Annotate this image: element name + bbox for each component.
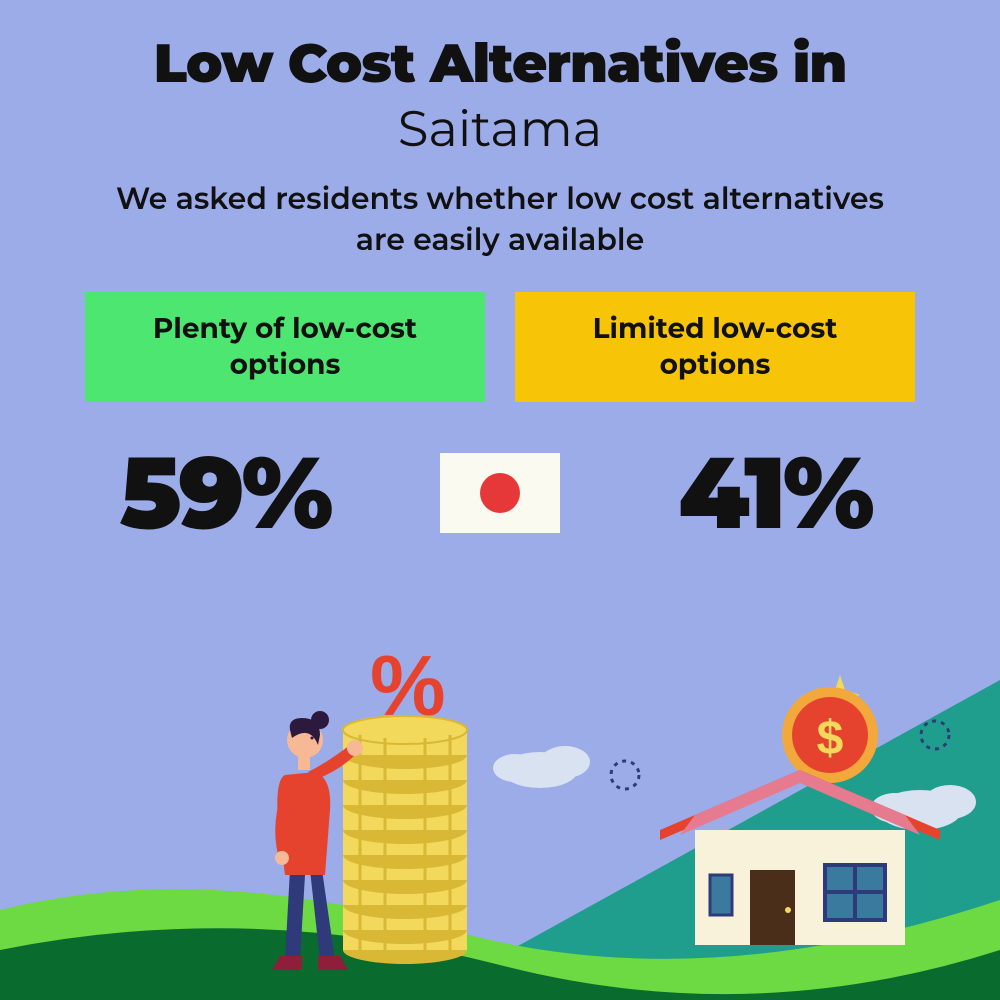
cloud-left [493, 746, 590, 788]
stat-right: 41% [600, 432, 950, 554]
stat-left: 59% [50, 432, 400, 554]
title-bold: Low Cost Alternatives in [0, 0, 1000, 96]
options-row: Plenty of low-cost options Limited low-c… [0, 292, 1000, 402]
svg-text:$: $ [817, 712, 844, 765]
option-plenty: Plenty of low-cost options [85, 292, 485, 402]
burst-icon [611, 761, 639, 789]
coin-stack-icon [343, 716, 467, 964]
option-limited: Limited low-cost options [515, 292, 915, 402]
flag-circle [480, 473, 520, 513]
title-location: Saitama [0, 98, 1000, 159]
svg-text:%: % [370, 639, 446, 734]
stats-row: 59% 41% [0, 432, 1000, 554]
dollar-coin-icon: $ [782, 687, 878, 783]
illustration: $ [0, 620, 1000, 1000]
subtitle: We asked residents whether low cost alte… [0, 179, 1000, 260]
japan-flag-icon [440, 453, 560, 533]
percent-icon: % [370, 639, 446, 734]
